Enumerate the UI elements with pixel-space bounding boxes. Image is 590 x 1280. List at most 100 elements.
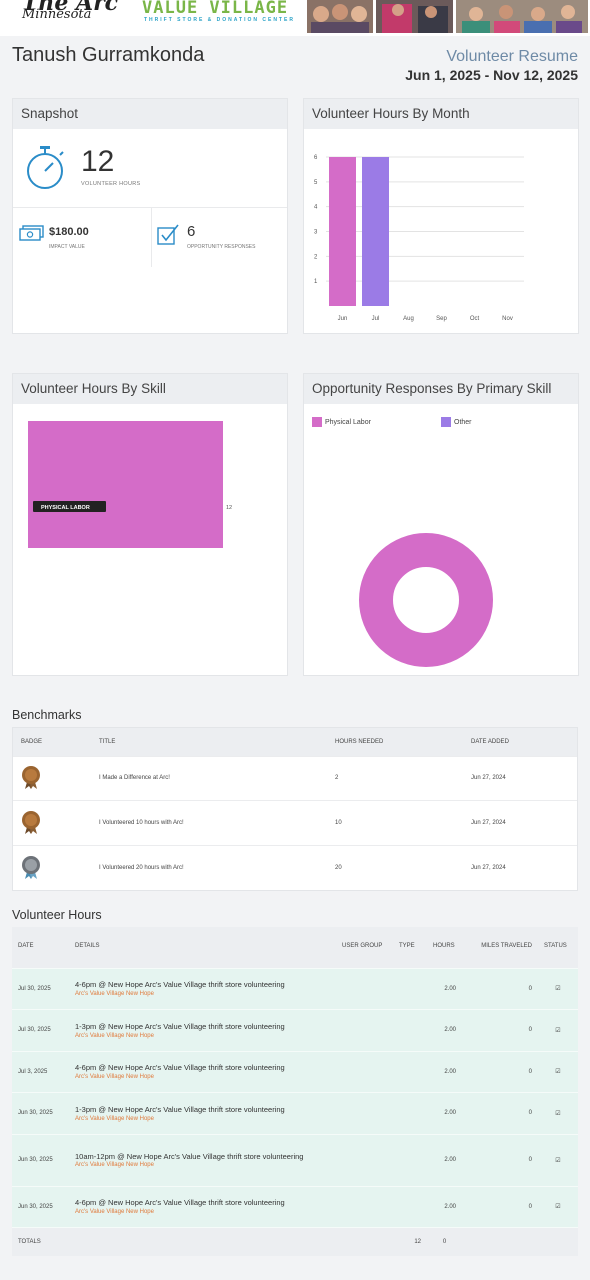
hours-date: Jun 30, 2025: [12, 1185, 69, 1228]
snapshot-divider: [13, 207, 287, 208]
col-date-added: DATE ADDED: [463, 728, 577, 756]
benchmark-hours: 2: [327, 755, 463, 801]
legend-other[interactable]: Other: [441, 417, 472, 427]
volunteer-photo-2: [376, 0, 453, 33]
hours-value: 2.00: [427, 1133, 462, 1186]
hours-by-month-title: Volunteer Hours By Month: [304, 99, 578, 129]
snapshot-title: Snapshot: [13, 99, 287, 129]
hours-detail: 4-6pm @ New Hope Arc's Value Village thr…: [75, 1063, 285, 1073]
col-hours: HOURS: [427, 927, 462, 968]
hours-organization-link[interactable]: Arc's Value Village New Hope: [75, 1162, 154, 1169]
value-village-tagline: THRIFT STORE & DONATION CENTER: [144, 17, 295, 23]
silver-medal-icon: [21, 855, 41, 879]
legend-swatch: [441, 417, 451, 427]
hours-organization-link[interactable]: Arc's Value Village New Hope: [75, 991, 154, 998]
miles-value: 0: [462, 1092, 538, 1134]
table-row: Jun 30, 2025 4-6pm @ New Hope Arc's Valu…: [12, 1185, 578, 1228]
volunteer-hours-title: Volunteer Hours: [12, 908, 102, 922]
approved-check-icon: ☑: [538, 1133, 578, 1186]
benchmark-date: Jun 27, 2024: [463, 800, 577, 845]
col-badge: BADGE: [13, 728, 91, 756]
legend-physical-labor[interactable]: Physical Labor: [312, 417, 371, 427]
totals-hours: 12: [393, 1227, 427, 1256]
hours-by-month-panel: Volunteer Hours By Month 1 2 3 4 5 6 Jun Jul Aug…: [303, 98, 579, 334]
table-row: Jun 30, 2025 1-3pm @ New Hope Arc's Valu…: [12, 1092, 578, 1134]
hours-detail: 4-6pm @ New Hope Arc's Value Village thr…: [75, 980, 285, 990]
benchmark-date: Jun 27, 2024: [463, 844, 577, 890]
checkbox-icon: [157, 224, 179, 245]
totals-row: TOTALS 12 0: [12, 1227, 578, 1256]
table-row: I Volunteered 10 hours with Arc! 10 Jun …: [13, 800, 577, 845]
totals-miles: 0: [427, 1227, 462, 1256]
site-header: The Arc Minnesota VALUE VILLAGE THRIFT S…: [0, 0, 590, 36]
x-tick-label: Aug: [403, 316, 414, 322]
stopwatch-icon: [27, 146, 64, 189]
y-tick-label: 5: [314, 180, 318, 186]
benchmark-hours: 10: [327, 800, 463, 845]
table-row: Jul 30, 2025 4-6pm @ New Hope Arc's Valu…: [12, 967, 578, 1010]
approved-check-icon: ☑: [538, 1009, 578, 1051]
volunteer-hours-value: 12: [81, 145, 115, 178]
col-details: DETAILS: [69, 927, 336, 968]
col-user-group: USER GROUP: [336, 927, 393, 968]
benchmark-hours: 20: [327, 844, 463, 890]
arc-logo: The Arc: [22, 0, 119, 16]
volunteer-hours-table: DATE DETAILS USER GROUP TYPE HOURS MILES…: [12, 927, 578, 1256]
volunteer-photo-1: [307, 0, 373, 33]
value-village-logo: VALUE VILLAGE: [142, 0, 289, 18]
hours-date: Jun 30, 2025: [12, 1133, 69, 1186]
resume-date-range: Jun 1, 2025 - Nov 12, 2025: [405, 67, 578, 83]
hours-date: Jul 30, 2025: [12, 967, 69, 1010]
col-title: TITLE: [91, 728, 327, 756]
approved-check-icon: ☑: [538, 1092, 578, 1134]
x-tick-label: Jun: [338, 316, 348, 322]
bar-jul: [362, 157, 389, 306]
volunteer-photo-3: [456, 0, 588, 33]
miles-value: 0: [462, 1009, 538, 1051]
money-icon: [19, 225, 44, 241]
legend-label: Other: [454, 418, 472, 426]
benchmarks-header-row: BADGE TITLE HOURS NEEDED DATE ADDED: [13, 728, 577, 756]
col-miles-traveled: MILES TRAVELED: [462, 927, 538, 968]
y-tick-label: 1: [314, 279, 318, 285]
hours-organization-link[interactable]: Arc's Value Village New Hope: [75, 1209, 154, 1216]
arc-logo-state: Minnesota: [22, 7, 92, 22]
hours-date: Jun 30, 2025: [12, 1092, 69, 1134]
col-hours-needed: HOURS NEEDED: [327, 728, 463, 756]
hours-date: Jul 3, 2025: [12, 1050, 69, 1093]
hours-detail: 4-6pm @ New Hope Arc's Value Village thr…: [75, 1198, 285, 1208]
approved-check-icon: ☑: [538, 967, 578, 1010]
col-date: DATE: [12, 927, 69, 968]
volunteer-hours-label: VOLUNTEER HOURS: [81, 181, 141, 187]
x-tick-label: Sep: [436, 316, 447, 322]
table-row: Jul 30, 2025 1-3pm @ New Hope Arc's Valu…: [12, 1009, 578, 1051]
hours-value: 2.00: [427, 1050, 462, 1093]
hours-by-skill-chart: PHYSICAL LABOR 12: [28, 421, 232, 548]
hours-value: 2.00: [427, 1185, 462, 1228]
table-row: I Made a Difference at Arc! 2 Jun 27, 20…: [13, 755, 577, 801]
opportunity-responses-value: 6: [187, 223, 196, 240]
donut-slice-physical-labor: [359, 533, 493, 667]
hours-organization-link[interactable]: Arc's Value Village New Hope: [75, 1074, 154, 1081]
y-tick-label: 2: [314, 254, 318, 260]
y-tick-label: 6: [314, 155, 318, 161]
hours-value: 2.00: [427, 1092, 462, 1134]
approved-check-icon: ☑: [538, 1185, 578, 1228]
treemap-label-bg: [33, 501, 106, 512]
miles-value: 0: [462, 1185, 538, 1228]
bronze-medal-icon: [21, 810, 41, 834]
col-type: TYPE: [393, 927, 427, 968]
totals-label: TOTALS: [12, 1227, 69, 1256]
volunteer-name: Tanush Gurramkonda: [12, 44, 205, 66]
hours-detail: 1-3pm @ New Hope Arc's Value Village thr…: [75, 1104, 285, 1114]
approved-check-icon: ☑: [538, 1050, 578, 1093]
hours-value: 2.00: [427, 967, 462, 1010]
hours-organization-link[interactable]: Arc's Value Village New Hope: [75, 1115, 154, 1122]
hours-detail: 1-3pm @ New Hope Arc's Value Village thr…: [75, 1021, 285, 1031]
hours-organization-link[interactable]: Arc's Value Village New Hope: [75, 1032, 154, 1039]
x-tick-label: Oct: [470, 316, 480, 322]
table-row: Jun 30, 2025 10am-12pm @ New Hope Arc's …: [12, 1133, 578, 1186]
treemap-value: 12: [226, 505, 232, 511]
hours-detail: 10am-12pm @ New Hope Arc's Value Village…: [75, 1151, 304, 1161]
miles-value: 0: [462, 1050, 538, 1093]
